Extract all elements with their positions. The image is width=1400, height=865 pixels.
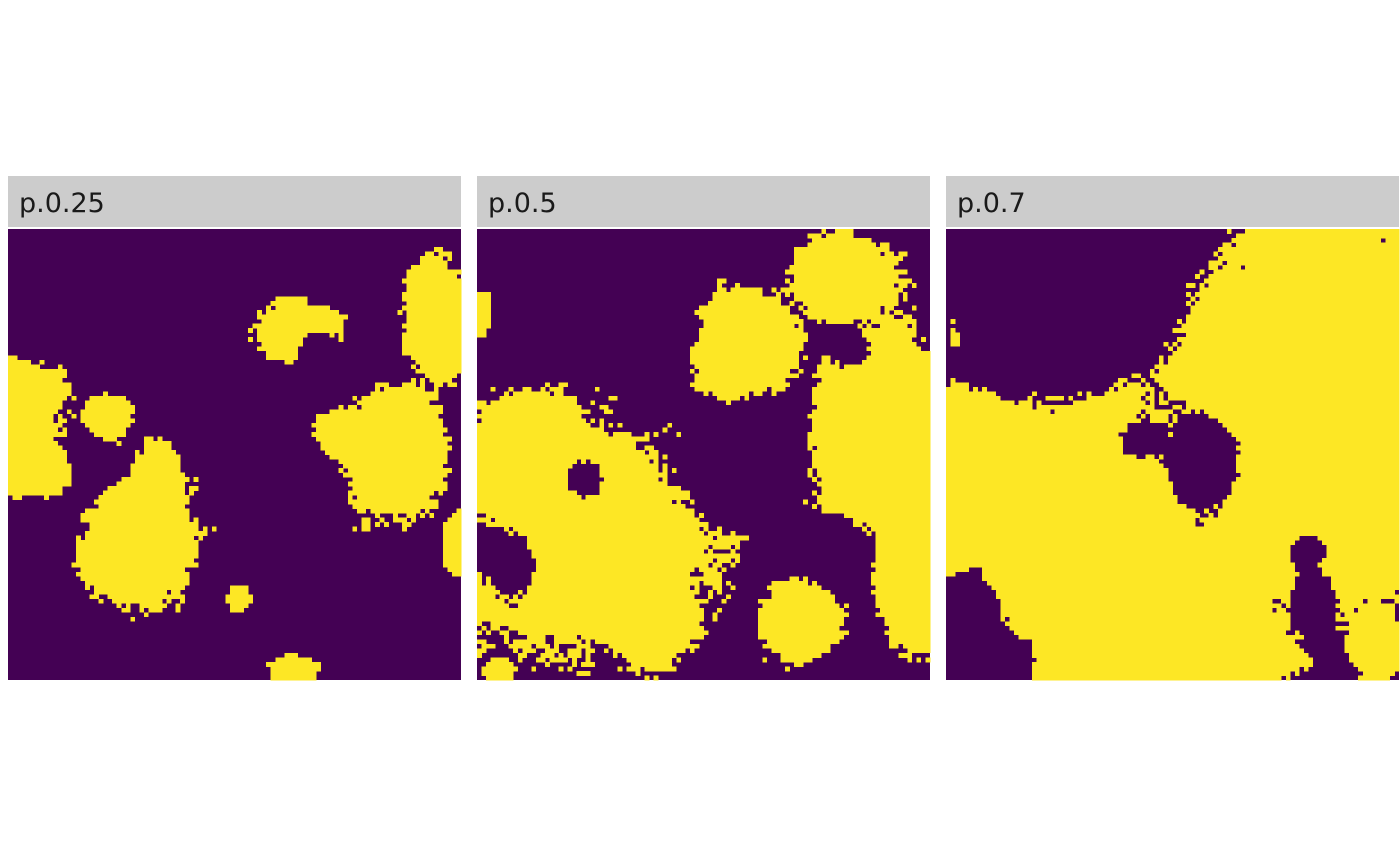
landscape-grid-3 [945,229,1400,681]
landscape-grid-1 [8,229,462,681]
class-high-cells [945,229,1400,681]
facet-panel-3: p.0.7 [945,176,1400,681]
class-high-cells [8,247,462,681]
facet-panel-2: p.0.5 [476,176,931,681]
facet-strip-2 [477,176,930,227]
facet-label-1: p.0.25 [19,188,105,219]
facet-strip-3 [946,176,1399,227]
facet-label-3: p.0.7 [957,188,1026,219]
class-high-cells [476,229,931,681]
landscape-grid-2 [476,229,931,681]
facet-strip-1 [8,176,461,227]
facet-panel-1: p.0.25 [8,176,462,681]
facet-label-2: p.0.5 [488,188,557,219]
